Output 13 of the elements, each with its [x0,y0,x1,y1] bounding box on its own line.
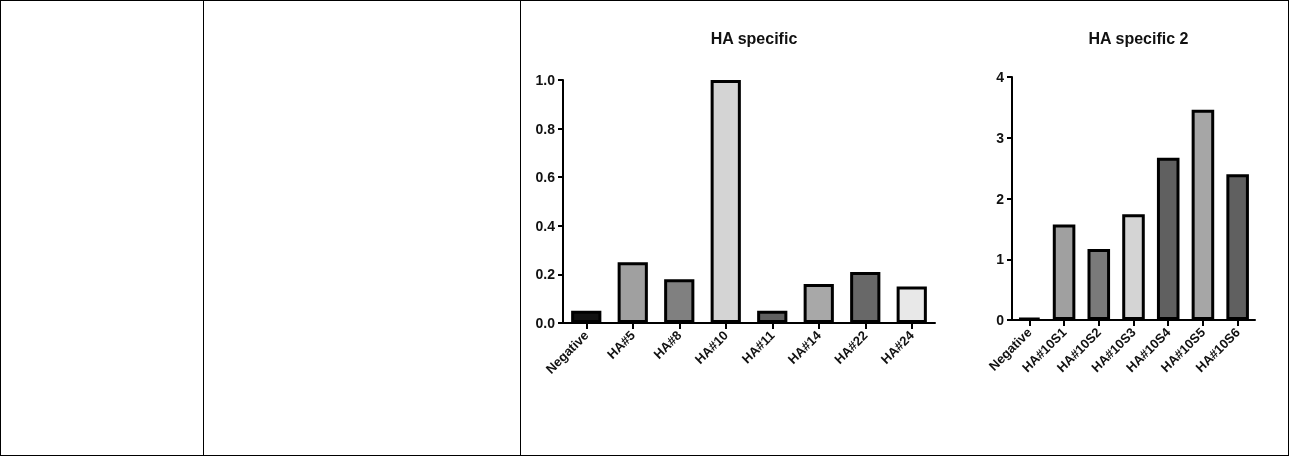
y-tick-label: 1 [996,251,1005,268]
y-tick-label: 0 [996,312,1005,328]
y-tick-label: 4 [996,69,1005,85]
y-tick-label: 0.4 [535,217,556,234]
y-tick-label: 0.6 [535,169,556,186]
y-tick-label: 3 [996,129,1005,146]
chart-title: HA specific 2 [1088,29,1189,47]
y-tick-label: 0.8 [535,120,556,137]
y-tick-label: 2 [996,190,1005,207]
y-tick-label: 0.0 [535,315,556,331]
chart-title: HA specific [710,29,798,47]
y-tick-label: 1.0 [535,72,556,88]
y-tick-label: 0.2 [535,266,556,283]
